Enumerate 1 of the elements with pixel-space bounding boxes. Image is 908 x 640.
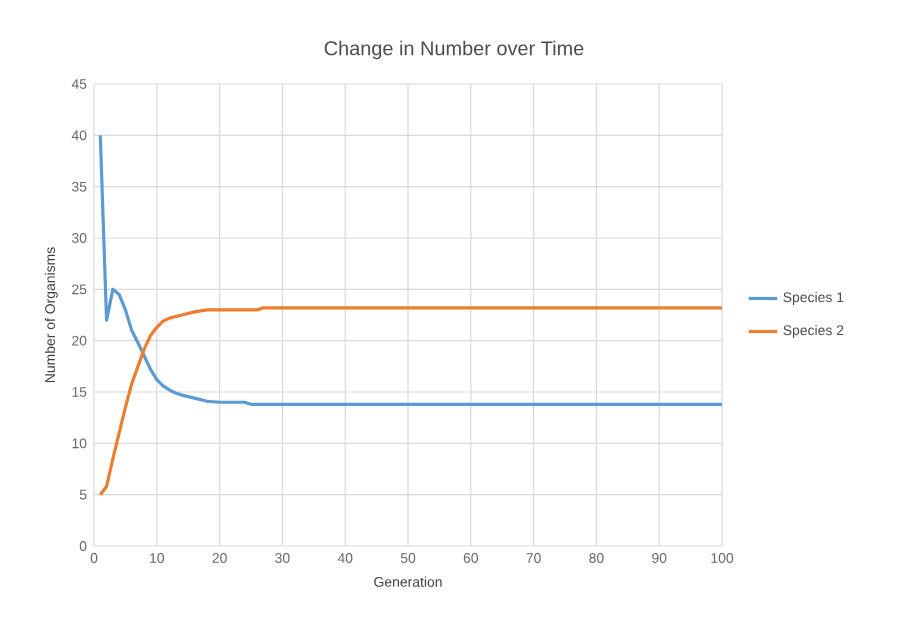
chart-title: Change in Number over Time	[324, 40, 584, 60]
